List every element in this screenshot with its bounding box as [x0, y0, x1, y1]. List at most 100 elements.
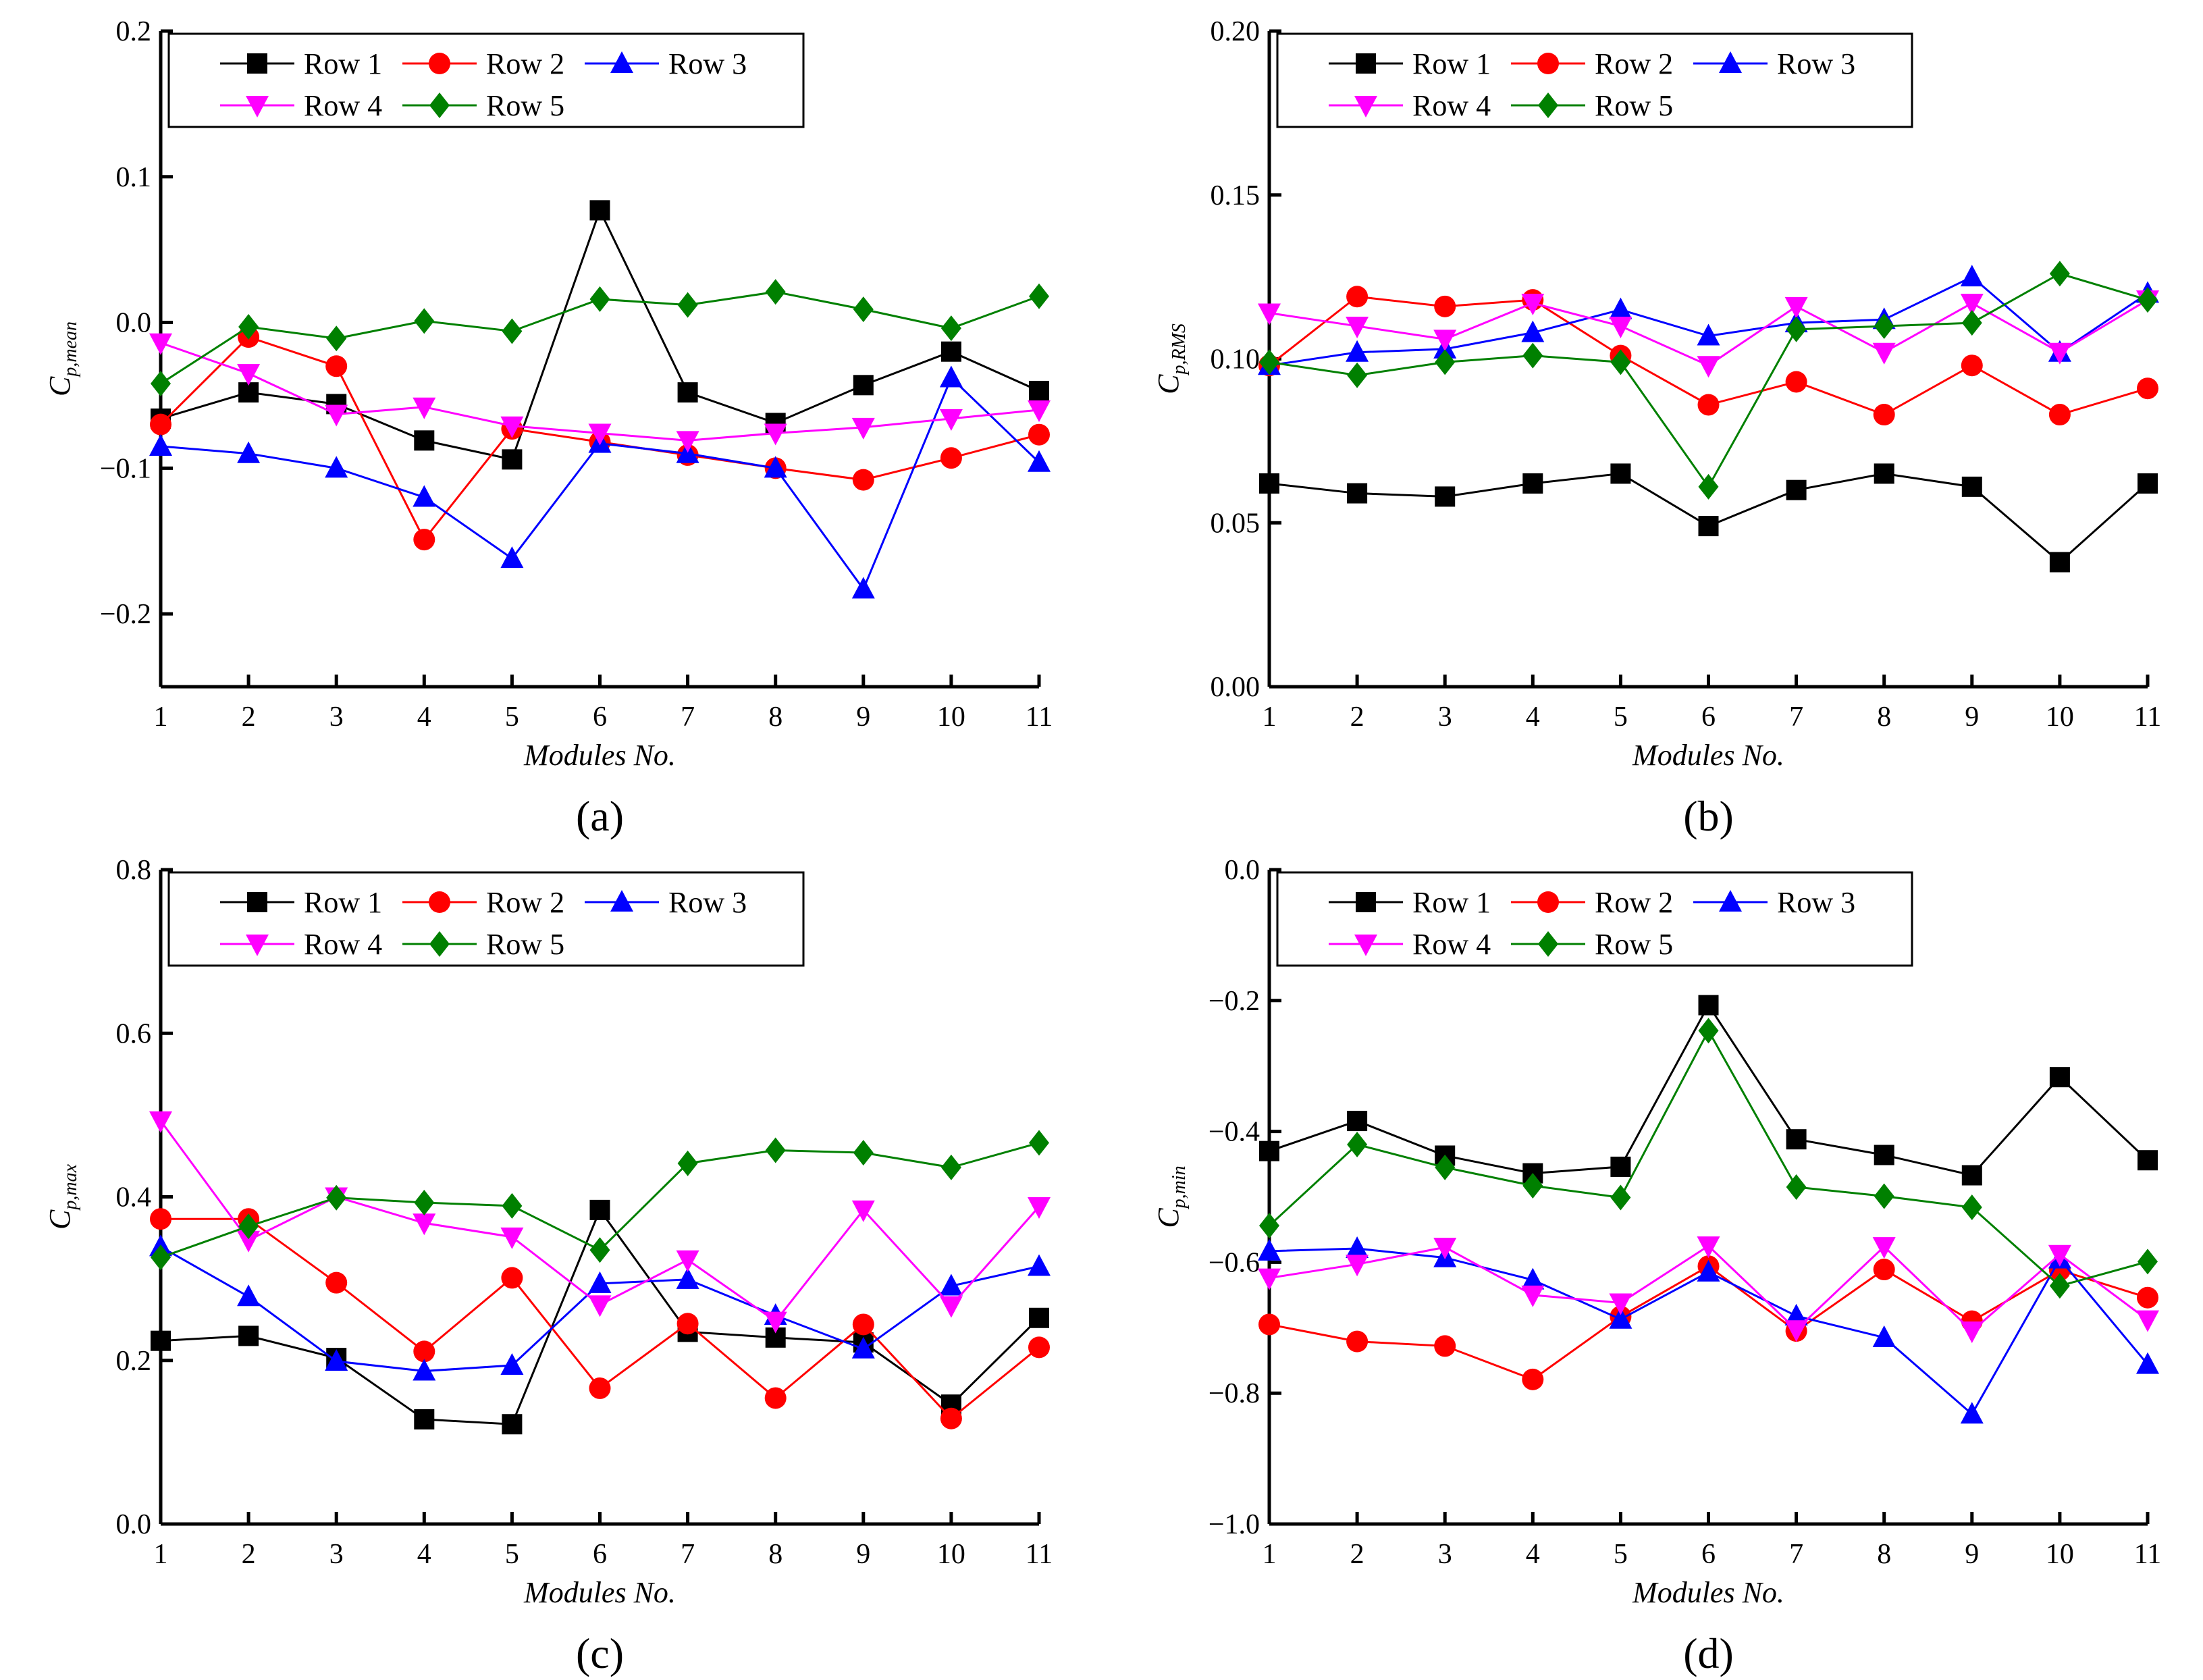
- data-point: [1874, 1145, 1894, 1165]
- data-point: [1435, 349, 1456, 375]
- data-point: [1521, 1267, 1545, 1290]
- data-point: [1433, 1238, 1457, 1260]
- data-point: [413, 397, 436, 419]
- data-point: [500, 1353, 524, 1375]
- x-tick-label: 9: [1965, 702, 1979, 733]
- series-row-4: [149, 1111, 1051, 1334]
- data-point: [1697, 356, 1720, 378]
- data-point: [502, 318, 523, 344]
- data-point: [1697, 1236, 1720, 1259]
- legend-marker: [429, 891, 450, 913]
- data-point: [413, 485, 436, 507]
- legend-marker: [1538, 93, 1558, 118]
- legend-item: Row 4: [220, 89, 382, 122]
- x-tick-label: 10: [2046, 1539, 2074, 1570]
- data-point: [237, 441, 261, 463]
- legend-box: [1276, 871, 1913, 967]
- data-point: [1346, 340, 1369, 362]
- series-row-5: [151, 279, 1049, 397]
- x-tick-label: 2: [1350, 702, 1364, 733]
- data-point: [2137, 1286, 2158, 1309]
- legend: Row 1 Row 2 Row 3 Row 4 Row 5: [167, 32, 805, 128]
- legend-label: Row 1: [304, 886, 382, 919]
- data-point: [500, 416, 524, 438]
- data-point: [764, 1387, 787, 1409]
- data-point: [325, 456, 348, 478]
- data-point: [677, 382, 698, 403]
- data-point: [1346, 316, 1369, 338]
- series-row-3: [149, 365, 1051, 599]
- data-point: [589, 1237, 610, 1263]
- x-axis-label: Modules No.: [523, 739, 676, 772]
- data-point: [676, 431, 699, 453]
- legend-label: Row 4: [1412, 89, 1491, 122]
- legend-item: Row 4: [220, 928, 382, 961]
- legend-marker: [246, 935, 269, 956]
- data-point: [1960, 265, 1984, 287]
- y-tick-label: −0.1: [100, 453, 151, 484]
- legend-marker: [1356, 53, 1376, 74]
- y-tick-label: −0.2: [1209, 986, 1260, 1017]
- data-point: [1786, 316, 1807, 342]
- x-axis-label: Modules No.: [1632, 1576, 1784, 1609]
- data-point: [1609, 1307, 1633, 1329]
- y-tick-label: −0.8: [1209, 1378, 1260, 1409]
- x-tick-label: 4: [1526, 1539, 1540, 1570]
- data-point: [1698, 473, 1719, 500]
- legend-marker: [1538, 931, 1558, 957]
- series-row-1: [1259, 463, 2158, 573]
- x-tick-label: 10: [937, 702, 965, 733]
- data-point: [765, 279, 786, 305]
- legend-marker: [610, 890, 633, 912]
- data-point: [1786, 1174, 1807, 1200]
- legend-label: Row 5: [1595, 928, 1673, 961]
- legend-label: Row 2: [486, 47, 564, 80]
- legend-marker: [1537, 891, 1559, 913]
- x-tick-label: 11: [1026, 1539, 1053, 1570]
- legend-item: Row 5: [402, 928, 564, 961]
- x-tick-label: 11: [2134, 702, 2161, 733]
- data-point: [1029, 380, 1049, 401]
- x-tick-label: 4: [417, 702, 431, 733]
- legend-box: [167, 32, 805, 128]
- data-point: [939, 1274, 963, 1296]
- data-point: [589, 1199, 610, 1220]
- panel-label: (d): [1683, 1629, 1734, 1677]
- data-point: [1961, 1195, 1982, 1221]
- data-point: [1346, 1330, 1369, 1353]
- legend-marker: [246, 96, 269, 117]
- data-point: [1872, 342, 1896, 365]
- x-tick-label: 11: [1026, 702, 1053, 733]
- legend-item: Row 1: [1329, 47, 1491, 80]
- data-point: [237, 1284, 261, 1307]
- x-axis-label: Modules No.: [523, 1576, 676, 1609]
- legend-item: Row 1: [1329, 886, 1491, 919]
- data-point: [1786, 479, 1807, 500]
- data-point: [325, 1348, 348, 1371]
- data-point: [1873, 404, 1895, 426]
- data-point: [852, 1313, 874, 1336]
- x-tick-label: 1: [154, 1539, 168, 1570]
- legend-item: Row 4: [1329, 928, 1491, 961]
- data-point: [1960, 293, 1984, 315]
- data-point: [1697, 394, 1720, 416]
- data-point: [1259, 349, 1279, 375]
- data-point: [413, 1340, 435, 1363]
- y-axis-label-main: C: [1152, 1208, 1185, 1228]
- data-point: [500, 1227, 524, 1249]
- data-point: [1872, 1237, 1896, 1259]
- series-row-1: [151, 1199, 1049, 1435]
- data-point: [1786, 1129, 1807, 1150]
- data-point: [851, 417, 875, 440]
- data-point: [1522, 342, 1543, 369]
- x-tick-label: 8: [1877, 702, 1891, 733]
- legend-item: Row 3: [585, 886, 747, 919]
- data-point: [1434, 1335, 1456, 1357]
- x-tick-label: 1: [1263, 1539, 1277, 1570]
- y-tick-label: 0.00: [1211, 672, 1260, 703]
- data-point: [2049, 261, 2070, 287]
- data-point: [1029, 1130, 1049, 1156]
- data-point: [2138, 287, 2158, 313]
- data-point: [1874, 1183, 1894, 1209]
- y-axis-label: Cp,RMS: [1152, 323, 1190, 394]
